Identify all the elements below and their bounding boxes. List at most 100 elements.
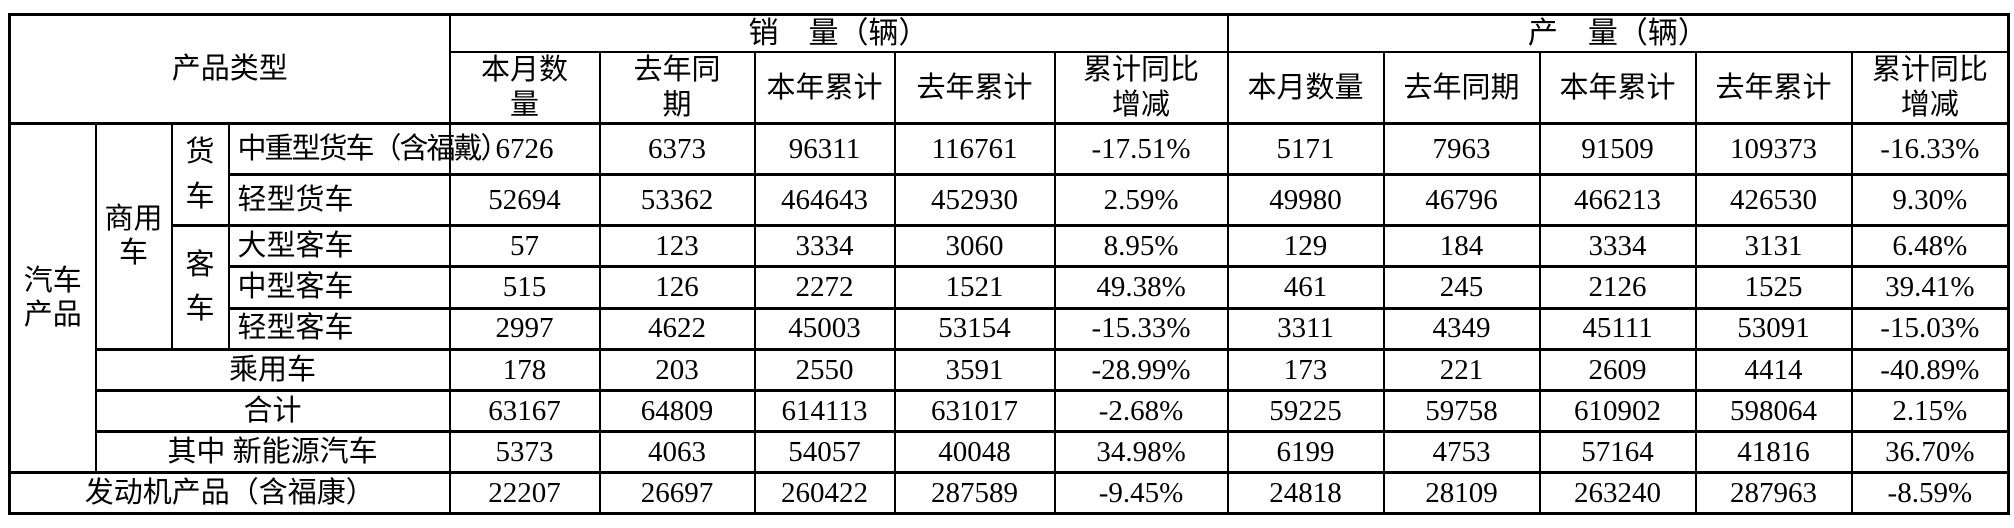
section-title-row: 产品类型 销 量（辆） 产 量（辆）: [8, 13, 2010, 125]
production-value: 4414: [1694, 347, 1853, 392]
sales-value: 464643: [753, 173, 896, 228]
row-label: 中重型货车（含福戴）: [227, 121, 510, 177]
sales-value: 452930: [893, 173, 1056, 228]
table-row-light-truck: 轻型货车 52694 53362 464643 452930 2.59% 499…: [10, 173, 2010, 228]
sales-value: 6373: [598, 121, 756, 177]
production-value: 221: [1382, 347, 1541, 392]
sales-value: 57: [448, 224, 601, 269]
col-header-label: 累计同比增减: [1871, 54, 1988, 121]
col-header-sales-month-qty: 本月数量: [448, 51, 601, 125]
sales-value: -2.68%: [1053, 388, 1229, 433]
group-label-truck: 货车: [170, 121, 230, 228]
production-value: 245: [1382, 265, 1541, 310]
row-label: 发动机产品（含福康）: [8, 470, 451, 516]
table-row-medium-bus: 中型客车 515 126 2272 1521 49.38% 461 245 21…: [10, 265, 2010, 310]
production-value: 46796: [1382, 173, 1541, 228]
production-value: 57164: [1538, 429, 1697, 474]
row-label: 其中 新能源汽车: [94, 429, 451, 474]
sales-value: 8.95%: [1053, 224, 1229, 269]
col-header-label: 去年同期: [633, 54, 721, 121]
sales-section-header: 销 量（辆）: [448, 13, 1229, 54]
col-header-sales-last-year-period: 去年同期: [598, 51, 756, 125]
row-label: 乘用车: [94, 347, 451, 392]
production-value: 129: [1226, 224, 1385, 269]
sales-value: 49.38%: [1053, 265, 1229, 310]
sales-value: 54057: [753, 429, 896, 474]
sales-value: 203: [598, 347, 756, 392]
production-value: 184: [1382, 224, 1541, 269]
row-label: 中型客车: [227, 265, 451, 310]
production-value: 39.41%: [1850, 265, 2010, 310]
production-value: 4753: [1382, 429, 1541, 474]
sales-value: 64809: [598, 388, 756, 433]
sales-value: 123: [598, 224, 756, 269]
sales-value: 2997: [448, 306, 601, 351]
col-header-label: 累计同比增减: [1083, 54, 1200, 121]
table-row-large-bus: 客车 大型客车 57 123 3334 3060 8.95% 129 184 3…: [10, 224, 2010, 351]
table-row-new-energy: 其中 新能源汽车 5373 4063 54057 40048 34.98% 61…: [10, 429, 2010, 474]
table-row-total: 合计 63167 64809 614113 631017 -2.68% 5922…: [10, 388, 2010, 433]
production-value: 9.30%: [1850, 173, 2010, 228]
product-type-header: 产品类型: [8, 13, 451, 125]
sales-value: 3334: [753, 224, 896, 269]
sales-value: 96311: [753, 121, 896, 177]
table-body: 汽车产品 商用车 货车 中重型货车（含福戴） 6726 6373 96311 1…: [8, 121, 2010, 516]
table-row-light-bus: 轻型客车 2997 4622 45003 53154 -15.33% 3311 …: [10, 306, 2010, 351]
production-value: 5171: [1226, 121, 1385, 177]
production-value: 49980: [1226, 173, 1385, 228]
production-value: -8.59%: [1850, 470, 2010, 516]
production-value: 45111: [1538, 306, 1697, 351]
sales-value: 178: [448, 347, 601, 392]
sales-value: 53154: [893, 306, 1056, 351]
production-value: 91509: [1538, 121, 1697, 177]
production-value: 4349: [1382, 306, 1541, 351]
production-value: 426530: [1694, 173, 1853, 228]
production-value: 28109: [1382, 470, 1541, 516]
production-value: 59758: [1382, 388, 1541, 433]
sales-value: 45003: [753, 306, 896, 351]
sales-value: 287589: [893, 470, 1056, 516]
col-header-sales-ytd: 本年累计: [753, 51, 896, 125]
production-value: 36.70%: [1850, 429, 2010, 474]
sales-value: 22207: [448, 470, 601, 516]
row-label: 合计: [94, 388, 451, 433]
production-value: 1525: [1694, 265, 1853, 310]
row-label: 轻型客车: [227, 306, 451, 351]
sales-value: 63167: [448, 388, 601, 433]
col-header-prod-month-qty: 本月数量: [1226, 51, 1385, 125]
production-value: 59225: [1226, 388, 1385, 433]
sales-value: -9.45%: [1053, 470, 1229, 516]
sales-value: -15.33%: [1053, 306, 1229, 351]
sales-value: 631017: [893, 388, 1056, 433]
col-header-prod-last-ytd: 去年累计: [1694, 51, 1853, 125]
sales-value: 515: [448, 265, 601, 310]
sales-value: 3060: [893, 224, 1056, 269]
sales-value: 34.98%: [1053, 429, 1229, 474]
sales-value: -28.99%: [1053, 347, 1229, 392]
group-label-commercial-vehicle: 商用车: [94, 121, 173, 351]
production-sales-table: 产品类型 销 量（辆） 产 量（辆） 本月数量 去年同期 本年累计 去年累计 累…: [8, 13, 2011, 516]
sales-value: 614113: [753, 388, 896, 433]
sales-value: 3591: [893, 347, 1056, 392]
production-value: 41816: [1694, 429, 1853, 474]
row-label: 大型客车: [227, 224, 451, 269]
col-header-label: 本月数量: [481, 54, 569, 121]
production-value: 7963: [1382, 121, 1541, 177]
sales-value: -17.51%: [1053, 121, 1229, 177]
sales-value: 40048: [893, 429, 1056, 474]
col-header-prod-ytd: 本年累计: [1538, 51, 1697, 125]
production-value: 598064: [1694, 388, 1853, 433]
table-row-engine-products: 发动机产品（含福康） 22207 26697 260422 287589 -9.…: [8, 470, 2010, 516]
sales-value: 26697: [598, 470, 756, 516]
row-label: 轻型货车: [227, 173, 451, 228]
production-value: -15.03%: [1850, 306, 2010, 351]
table-row-heavy-truck: 汽车产品 商用车 货车 中重型货车（含福戴） 6726 6373 96311 1…: [8, 121, 2010, 474]
production-value: 2609: [1538, 347, 1697, 392]
column-header-row: 本月数量 去年同期 本年累计 去年累计 累计同比增减 本月数量 去年同期 本年累…: [10, 51, 2010, 125]
production-value: 461: [1226, 265, 1385, 310]
col-header-prod-last-year-period: 去年同期: [1382, 51, 1541, 125]
production-value: 263240: [1538, 470, 1697, 516]
sales-value: 2.59%: [1053, 173, 1229, 228]
production-value: 2.15%: [1850, 388, 2010, 433]
production-value: 3311: [1226, 306, 1385, 351]
